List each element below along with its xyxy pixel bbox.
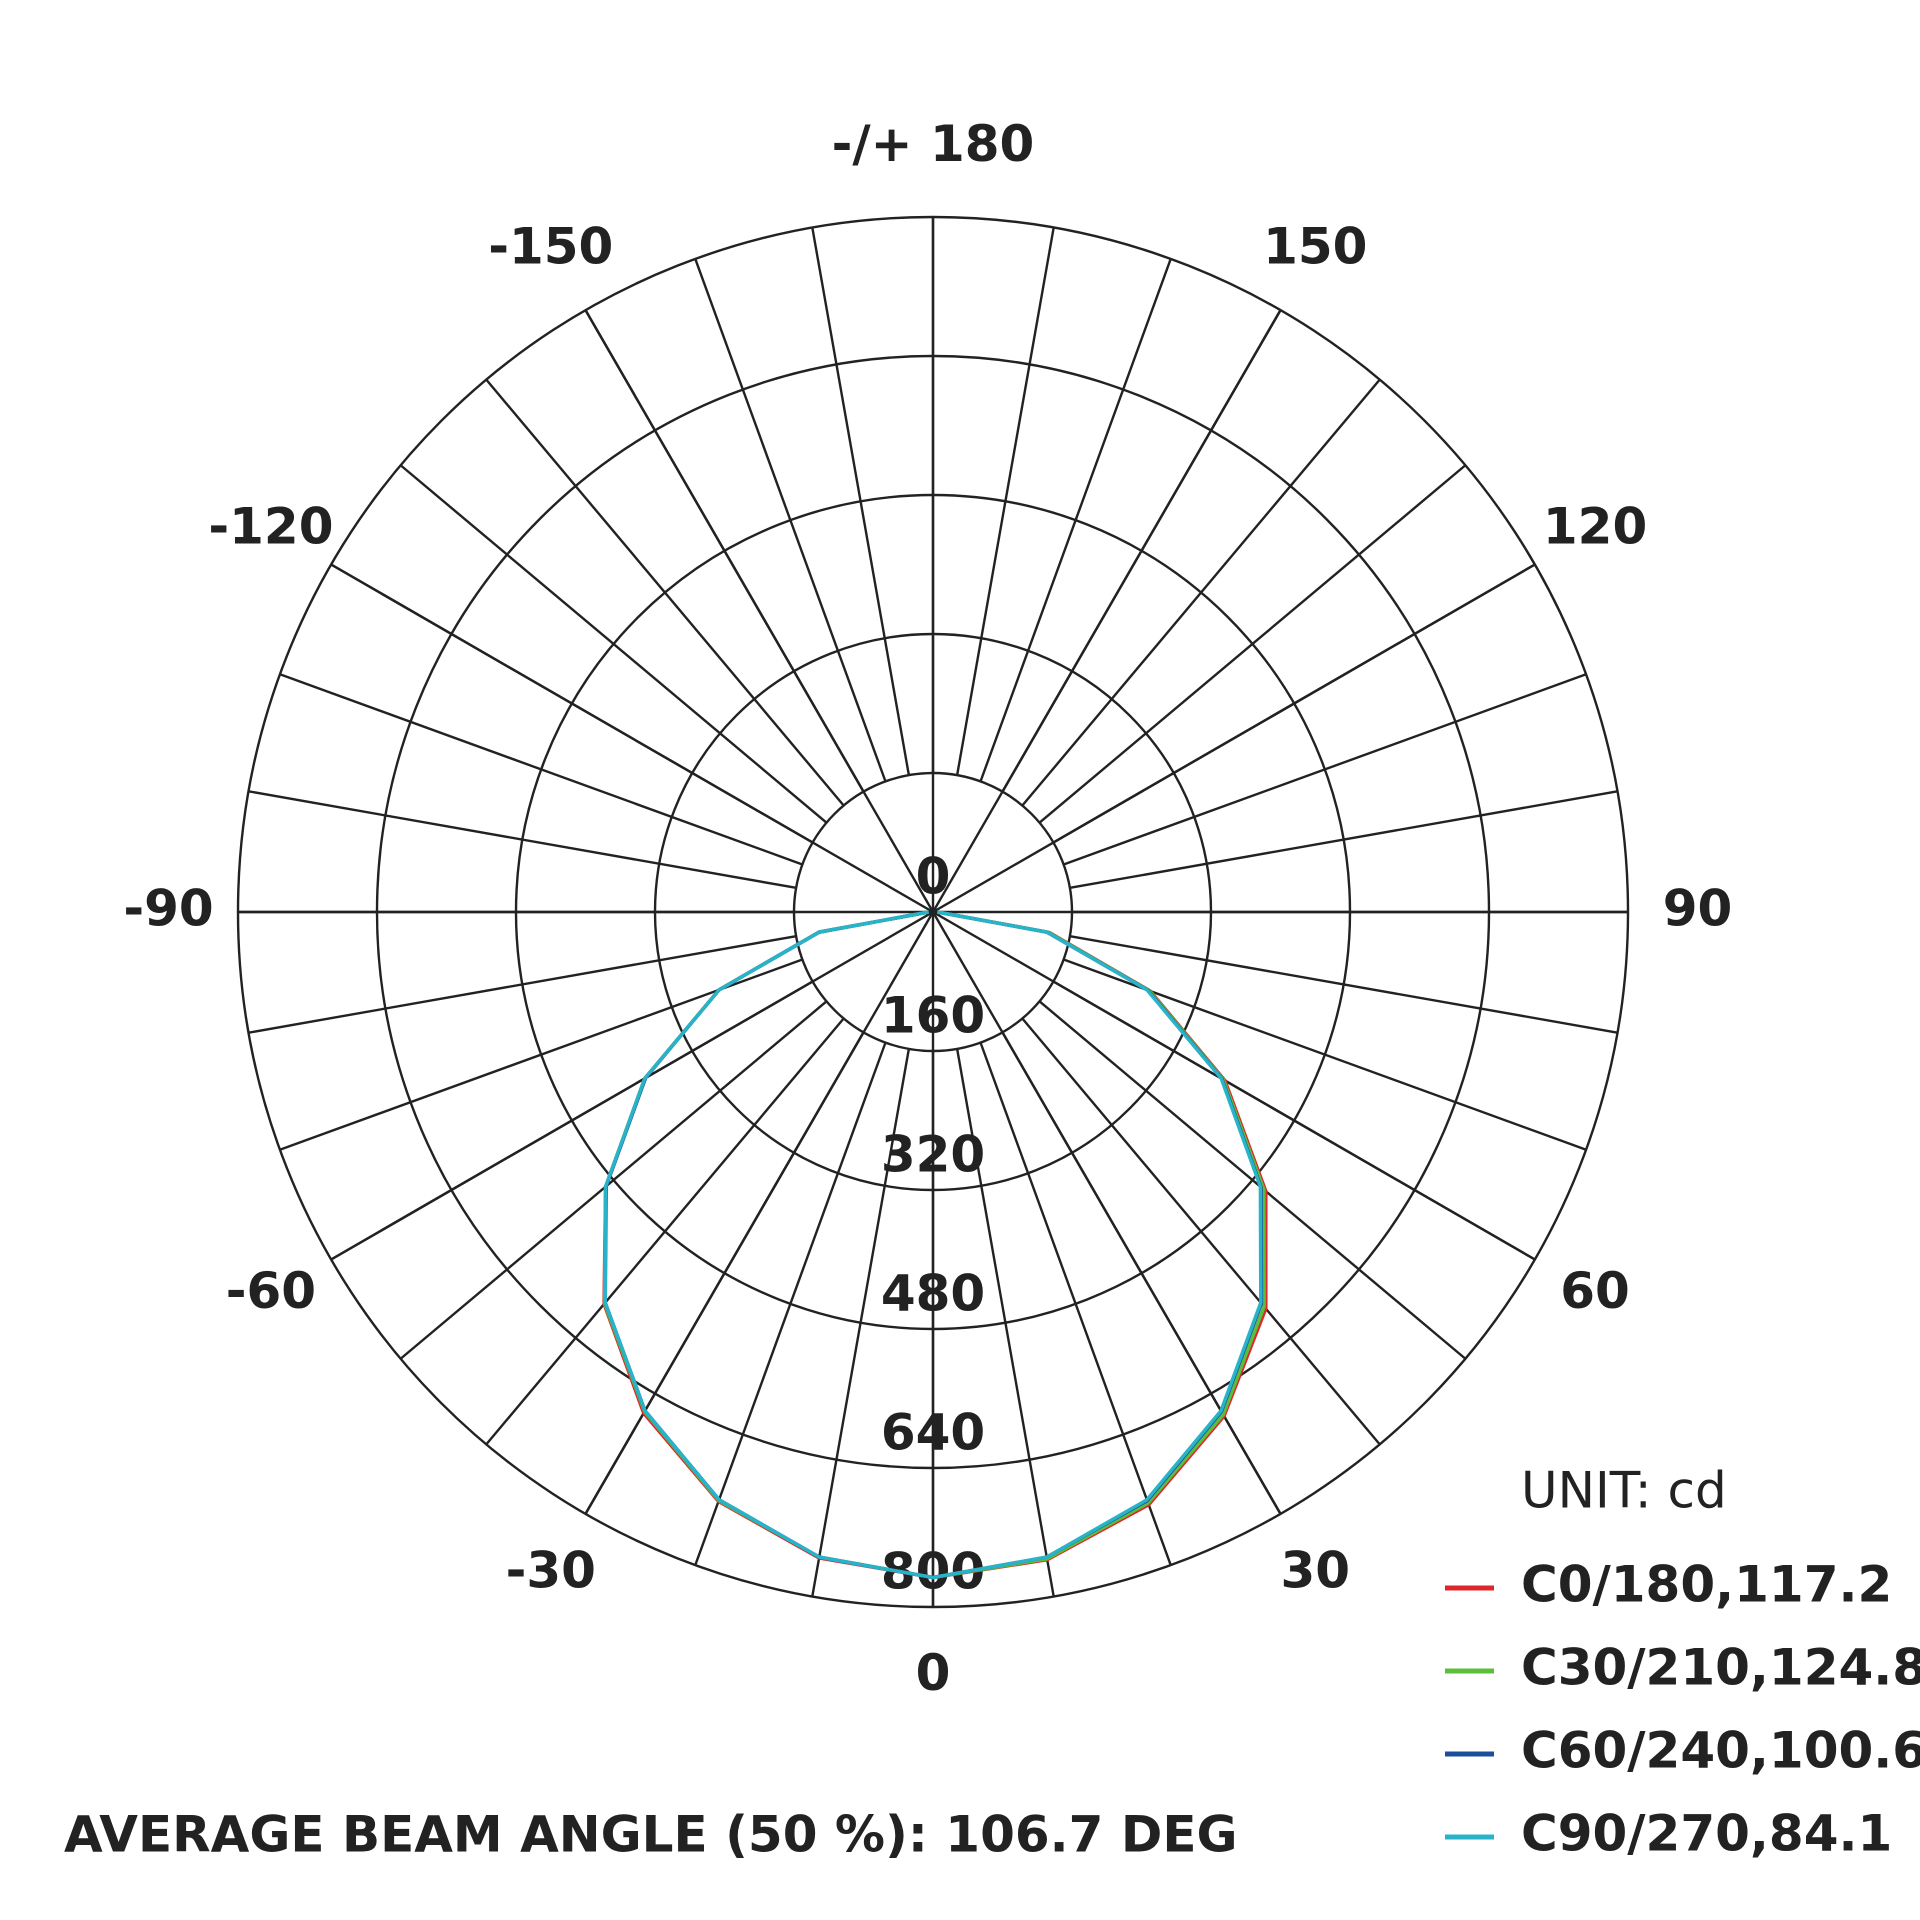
- angle-grid-line: [584, 309, 935, 913]
- angle-grid-line: [330, 910, 934, 1261]
- r-tick-label: 160: [881, 987, 985, 1045]
- angle-grid-line: [330, 563, 934, 914]
- footer: AVERAGE BEAM ANGLE (50 %): 106.7 DEG: [64, 1806, 1238, 1864]
- legend-label: C0/180,117.2: [1521, 1556, 1892, 1614]
- angle-tick-label: -60: [226, 1262, 316, 1320]
- angle-tick-label: 0: [916, 1644, 951, 1702]
- angle-tick-label: -30: [506, 1542, 596, 1600]
- r-tick-label: 320: [881, 1126, 985, 1184]
- legend-label: C30/210,124.8: [1521, 1639, 1920, 1697]
- angle-tick-label: 30: [1280, 1542, 1350, 1600]
- unit-label: UNIT: cd: [1521, 1462, 1727, 1520]
- ring-grid-line: [792, 771, 1074, 1053]
- ring-grid-line: [514, 493, 1352, 1331]
- angle-tick-label: 150: [1263, 217, 1367, 275]
- legend-label: C90/270,84.1: [1521, 1805, 1892, 1863]
- angle-grid-line: [931, 309, 1282, 913]
- ring-grid-line: [236, 215, 1630, 1609]
- angle-tick-label: -150: [488, 217, 613, 275]
- r-tick-label: 0: [916, 848, 951, 906]
- series-line: [603, 910, 1263, 1580]
- angle-tick-label: -90: [123, 880, 213, 938]
- angle-tick-label: 60: [1560, 1262, 1630, 1320]
- r-tick-label: 480: [881, 1265, 985, 1323]
- angle-grid-line: [932, 910, 1536, 1261]
- r-tick-label: 640: [881, 1404, 985, 1462]
- ring-grid-line: [375, 354, 1491, 1470]
- angle-tick-label: -/+ 180: [832, 115, 1035, 173]
- ring-grid-line: [653, 632, 1213, 1192]
- legend-label: C60/240,100.6: [1521, 1722, 1920, 1780]
- angle-tick-label: 120: [1543, 497, 1647, 555]
- angle-tick-label: 90: [1663, 880, 1733, 938]
- angle-tick-label: -120: [208, 497, 333, 555]
- angle-grid-line: [932, 563, 1536, 914]
